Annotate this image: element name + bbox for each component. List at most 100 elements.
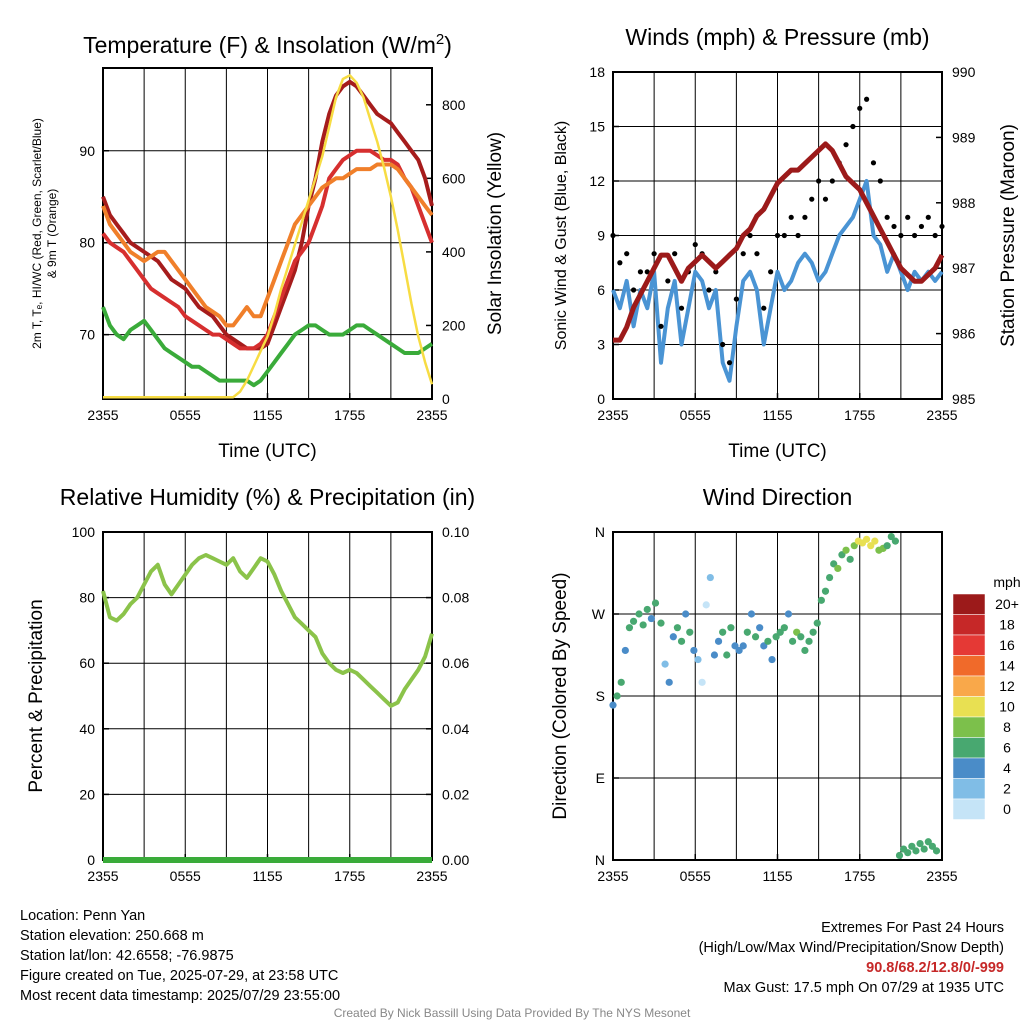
- x-tick-label: 2355: [926, 407, 957, 423]
- x-tick-label: 2355: [597, 407, 628, 423]
- location-label: Location: Penn Yan: [20, 908, 146, 924]
- colorbar-swatch: [952, 634, 986, 656]
- x-tick-label: 1155: [762, 868, 792, 884]
- series-line-red: [101, 79, 434, 351]
- y-tick-label-left: 70: [79, 327, 95, 343]
- gust-point: [644, 269, 650, 275]
- y-tick-label-right: 990: [952, 64, 976, 80]
- colorbar-label: 0: [1003, 801, 1011, 817]
- direction-point: [764, 637, 772, 645]
- y-tick-label-left: 0: [597, 391, 605, 407]
- gust-point: [733, 296, 739, 302]
- direction-point: [788, 637, 797, 645]
- y-tick-label-left: E: [596, 770, 605, 786]
- direction-point: [719, 628, 727, 636]
- y-tick-label-left: N: [595, 524, 605, 540]
- y-tick-label-left: 6: [597, 282, 605, 298]
- colorbar-title: mph: [993, 574, 1020, 590]
- chart-title: Temperature (F) & Insolation (W/m2): [83, 31, 452, 58]
- x-tick-label: 1155: [762, 407, 792, 423]
- gust-point: [905, 214, 911, 220]
- gust-point: [678, 305, 685, 311]
- direction-point: [613, 692, 621, 700]
- direction-point: [916, 840, 924, 848]
- y-tick-label-right: 985: [952, 391, 976, 407]
- chart-title: Wind Direction: [703, 484, 853, 510]
- y-tick-label-right: 600: [442, 170, 466, 186]
- y-axis-label-right: Station Pressure (Maroon): [998, 124, 1019, 347]
- direction-point: [643, 605, 651, 614]
- gust-point: [911, 232, 918, 239]
- direction-point: [723, 651, 731, 659]
- gust-point: [809, 196, 815, 202]
- x-tick-label: 1155: [252, 407, 282, 423]
- gust-point: [843, 142, 849, 148]
- x-tick-label: 1755: [334, 868, 365, 884]
- direction-point: [625, 624, 634, 632]
- series-line-yellow: [103, 74, 434, 399]
- x-tick-label: 0555: [680, 868, 711, 884]
- y-tick-label-right: 0: [442, 391, 450, 407]
- direction-point: [797, 633, 805, 641]
- direction-point: [710, 651, 719, 659]
- direction-point: [912, 847, 920, 855]
- direction-point: [714, 637, 723, 645]
- extremes-info: Extremes For Past 24 Hours (High/Low/Max…: [699, 918, 1004, 998]
- gust-point: [795, 232, 801, 239]
- gust-point: [788, 214, 794, 220]
- direction-point: [617, 678, 625, 686]
- direction-point: [621, 646, 629, 655]
- y-tick-label-right: 0.10: [442, 524, 469, 540]
- gust-point: [850, 123, 856, 130]
- y-tick-label-left: 3: [597, 337, 605, 353]
- colorbar-label: 12: [999, 678, 1015, 694]
- direction-point: [665, 678, 673, 686]
- direction-point: [682, 610, 690, 618]
- y-tick-label-left: 12: [589, 173, 605, 189]
- chart-panel-2: Winds (mph) & Pressure (mb) 2355 0555 1155 1…: [553, 24, 1019, 462]
- series-line-orange: [101, 162, 434, 328]
- direction-point: [694, 655, 702, 664]
- y-tick-label-right: 800: [442, 97, 466, 113]
- direction-point: [673, 624, 682, 632]
- gust-point: [822, 196, 829, 202]
- max-gust-label: Max Gust: 17.5 mph On 07/29 at 1935 UTC: [723, 980, 1004, 996]
- gust-point: [624, 251, 630, 257]
- y-tick-label-left: N: [595, 852, 605, 868]
- direction-point: [669, 633, 677, 641]
- direction-point: [702, 601, 710, 609]
- colorbar-label: 20+: [995, 596, 1019, 612]
- y-axis-label-left-line2: & 9m T (Orange): [45, 189, 59, 279]
- gust-point: [870, 160, 877, 166]
- y-tick-label-right: 989: [952, 129, 976, 145]
- x-tick-label: 2355: [926, 868, 957, 884]
- colorbar-label: 18: [999, 617, 1015, 633]
- gust-point: [630, 287, 637, 293]
- gust-point: [932, 232, 938, 239]
- direction-point: [647, 614, 655, 623]
- gust-point: [637, 269, 644, 275]
- series-line-relative-humidity: [101, 553, 434, 708]
- colorbar-swatch: [952, 593, 986, 615]
- series-line-green: [101, 306, 434, 388]
- direction-point: [883, 542, 891, 550]
- colorbar-label: 14: [999, 658, 1015, 674]
- direction-point: [821, 587, 830, 595]
- gust-point: [754, 251, 760, 257]
- gust-point: [774, 232, 781, 239]
- y-tick-label-left: 80: [79, 590, 95, 606]
- x-tick-label: 2355: [87, 868, 118, 884]
- x-tick-label: 2355: [87, 407, 118, 423]
- y-tick-label-left: 60: [79, 655, 95, 671]
- direction-point: [813, 619, 821, 627]
- chart-panel-3: Relative Humidity (%) & Precipitation (i…: [26, 484, 475, 884]
- colorbar-swatch: [952, 614, 986, 636]
- direction-point: [780, 624, 788, 632]
- y-axis-label-left: Direction (Colored By Speed): [550, 572, 571, 819]
- y-tick-label-right: 0.02: [442, 786, 469, 802]
- y-tick-label-left: 18: [589, 64, 605, 80]
- gust-point: [610, 232, 616, 239]
- direction-point: [609, 701, 617, 709]
- series-line-pressure: [613, 141, 945, 343]
